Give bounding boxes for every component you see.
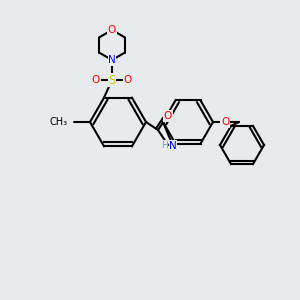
Text: O: O (164, 111, 172, 121)
Text: O: O (124, 75, 132, 85)
Text: CH₃: CH₃ (50, 117, 68, 127)
Text: H: H (161, 140, 168, 149)
Text: O: O (221, 117, 229, 127)
Text: N: N (108, 55, 116, 65)
Text: O: O (108, 25, 116, 35)
Text: S: S (108, 74, 116, 86)
Text: O: O (92, 75, 100, 85)
Text: N: N (169, 141, 177, 151)
